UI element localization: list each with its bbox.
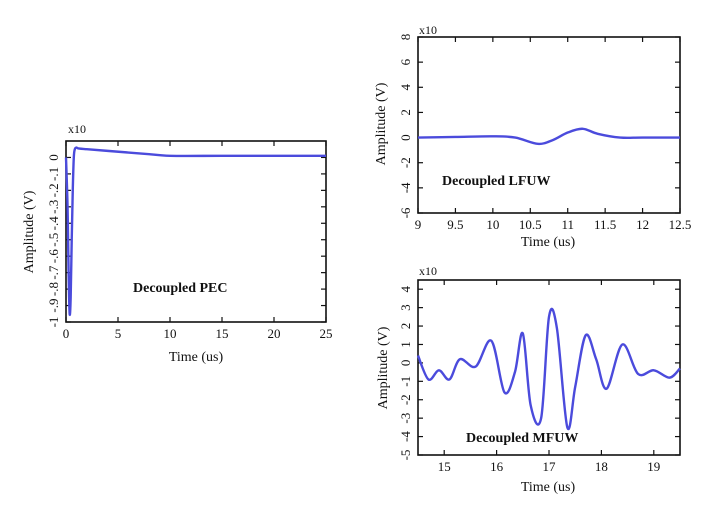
pec-xlabel: Time (us): [169, 350, 224, 365]
lfuw-plot-frame: [417, 36, 681, 214]
pec-annotation: Decoupled PEC: [133, 281, 228, 296]
lfuw-xlabel: Time (us): [521, 235, 576, 250]
mfuw-xtick-label: 17: [543, 459, 557, 474]
pec-ytick-label: -1: [46, 317, 61, 328]
pec-ytick-label: -.9: [46, 298, 61, 312]
mfuw-ytick-label: -4: [398, 431, 413, 442]
lfuw-ytick-label: 8: [398, 34, 413, 41]
lfuw-ytick-label: 4: [398, 84, 413, 91]
lfuw-xtick-label: 12: [636, 217, 649, 232]
lfuw-ytick-label: -6: [398, 207, 413, 218]
panel-lfuw: x10 Decoupled LFUW Time (us) Amplitude (…: [374, 23, 691, 250]
mfuw-ytick-label: -1: [398, 376, 413, 387]
lfuw-xtick-label: 11: [561, 217, 574, 232]
mfuw-ytick-label: 2: [398, 323, 413, 330]
lfuw-ytick-label: 2: [398, 109, 413, 116]
pec-ytick-label: 0: [46, 154, 61, 161]
lfuw-xtick-label: 12.5: [669, 217, 692, 232]
pec-xtick-label: 0: [63, 326, 70, 341]
lfuw-xtick-label: 10: [486, 217, 499, 232]
pec-ytick-label: -.5: [46, 233, 61, 247]
mfuw-annotation: Decoupled MFUW: [466, 431, 578, 446]
lfuw-series-line: [417, 127, 680, 146]
lfuw-xtick-label: 10.5: [519, 217, 542, 232]
pec-ytick-label: -.1: [46, 167, 61, 181]
panel-mfuw: x10 Decoupled MFUW Time (us) Amplitude (…: [376, 264, 681, 495]
pec-xtick-label: 15: [216, 326, 229, 341]
lfuw-exponent-label: x10: [419, 23, 437, 37]
mfuw-xtick-label: 15: [438, 459, 451, 474]
mfuw-series-line: [416, 307, 681, 431]
pec-ytick-label: -.3: [46, 200, 61, 214]
pec-series-line: [64, 146, 326, 316]
pec-ytick-label: -.8: [46, 282, 61, 296]
mfuw-ytick-label: 3: [398, 304, 413, 311]
mfuw-ytick-label: -3: [398, 413, 413, 424]
lfuw-ylabel: Amplitude (V): [374, 82, 389, 165]
pec-ytick-label: -.2: [46, 183, 61, 197]
mfuw-xtick-label: 16: [490, 459, 504, 474]
mfuw-xtick-label: 19: [647, 459, 660, 474]
lfuw-ytick-label: 0: [398, 134, 413, 141]
lfuw-ytick-label: 6: [398, 58, 413, 65]
pec-xtick-label: 5: [115, 326, 122, 341]
pec-ytick-label: -.6: [46, 249, 61, 264]
mfuw-ytick-label: 4: [398, 285, 413, 292]
lfuw-xtick-label: 11.5: [594, 217, 616, 232]
mfuw-ylabel: Amplitude (V): [376, 326, 391, 409]
panel-pec: x10 Decoupled PEC Time (us) Amplitude (V…: [22, 122, 333, 365]
lfuw-xtick-label: 9.5: [447, 217, 463, 232]
mfuw-ytick-label: -5: [398, 450, 413, 461]
mfuw-ytick-label: 0: [398, 360, 413, 367]
lfuw-xtick-label: 9: [415, 217, 422, 232]
mfuw-xtick-label: 18: [595, 459, 608, 474]
pec-xtick-label: 10: [164, 326, 177, 341]
pec-xtick-label: 25: [320, 326, 333, 341]
pec-xtick-label: 20: [268, 326, 281, 341]
pec-ytick-label: -.4: [46, 216, 61, 231]
mfuw-ytick-label: 1: [398, 341, 413, 348]
pec-exponent-label: x10: [68, 122, 86, 136]
pec-ytick-label: -.7: [46, 265, 61, 280]
pec-ylabel: Amplitude (V): [22, 190, 37, 273]
mfuw-exponent-label: x10: [419, 264, 437, 278]
lfuw-annotation: Decoupled LFUW: [442, 174, 551, 189]
mfuw-plot-frame: [417, 279, 681, 456]
lfuw-ytick-label: -4: [398, 182, 413, 193]
mfuw-xlabel: Time (us): [521, 480, 576, 495]
mfuw-ytick-label: -2: [398, 394, 413, 405]
pec-plot-frame: [65, 140, 327, 323]
lfuw-ytick-label: -2: [398, 157, 413, 168]
